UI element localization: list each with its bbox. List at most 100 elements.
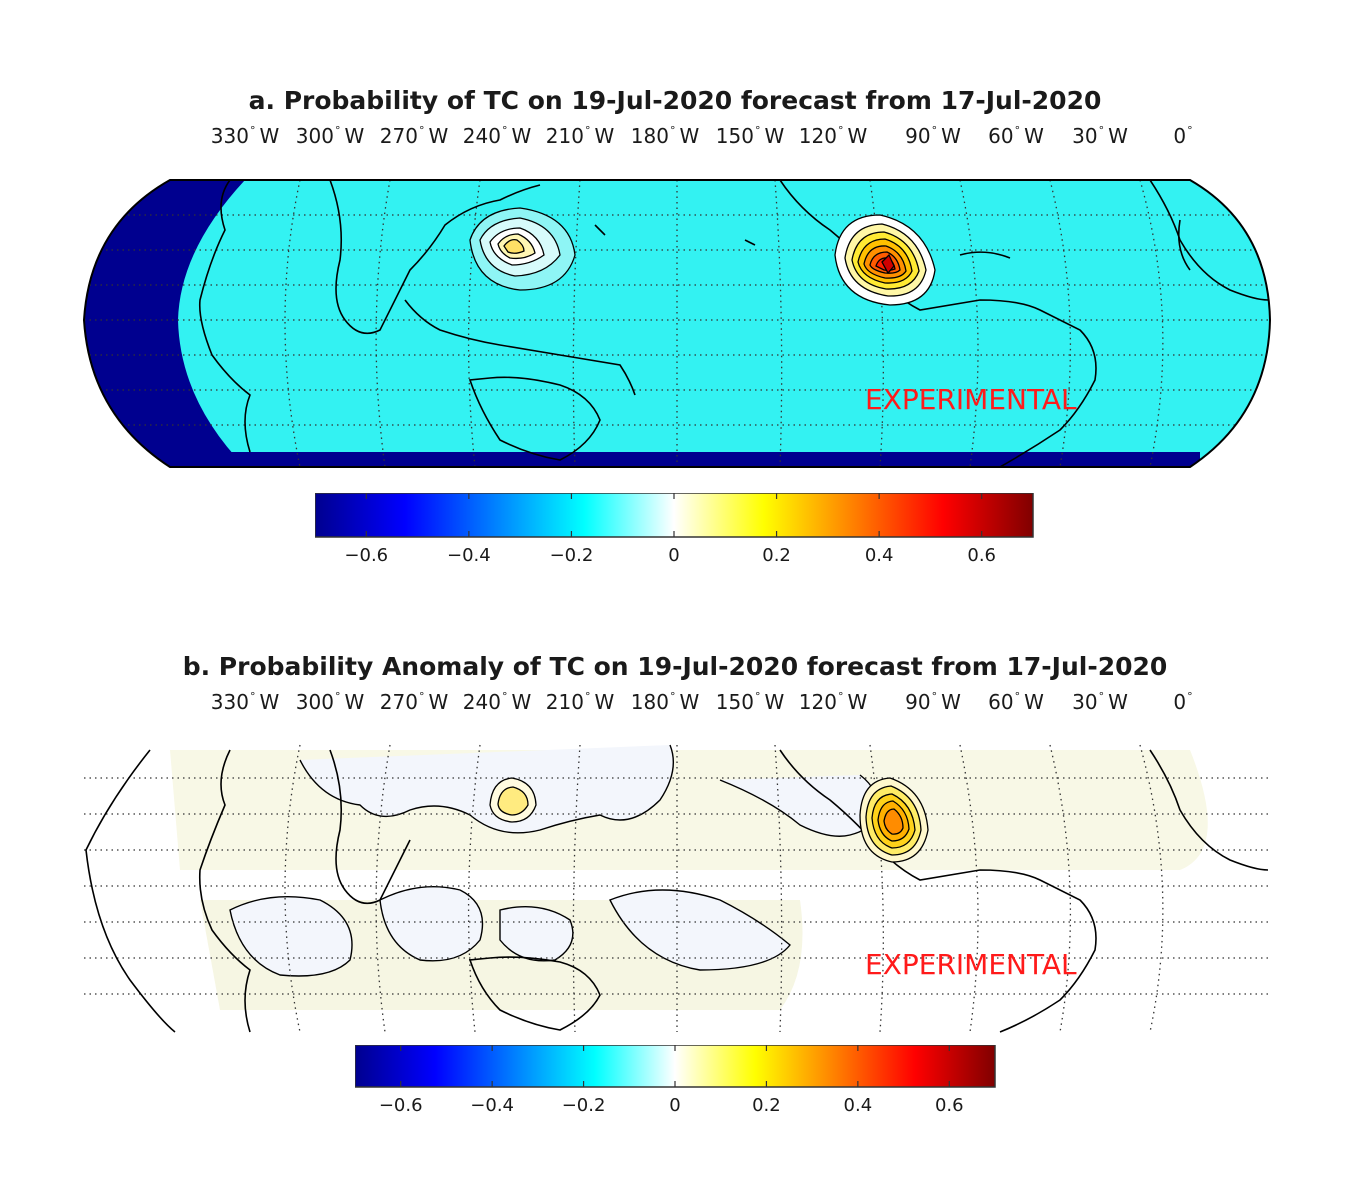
longitude-hemisphere: W <box>259 690 280 714</box>
degree-symbol: ° <box>754 124 761 137</box>
degree-symbol: ° <box>669 690 676 703</box>
longitude-label: 210° W <box>546 690 614 714</box>
panel-b-colorbar-gradient <box>354 1044 996 1088</box>
longitude-hemisphere: W <box>344 690 365 714</box>
colorbar-tick-label: 0.6 <box>934 1095 964 1116</box>
panel-a-colorbar-ticks <box>365 493 983 537</box>
longitude-label: 240° W <box>463 124 531 148</box>
longitude-hemisphere: W <box>594 124 615 148</box>
longitude-value: 0 <box>1173 124 1187 148</box>
longitude-value: 90 <box>905 124 931 148</box>
longitude-hemisphere: W <box>1024 690 1044 714</box>
longitude-label: 120° W <box>799 124 867 148</box>
longitude-hemisphere: W <box>679 124 700 148</box>
panel-b-colorbar-svg <box>354 1044 996 1088</box>
degree-symbol: ° <box>501 690 508 703</box>
longitude-hemisphere: W <box>1108 124 1128 148</box>
longitude-label: 30° W <box>1072 690 1128 714</box>
longitude-label: 120° W <box>799 690 867 714</box>
longitude-hemisphere: W <box>511 690 532 714</box>
panel-a-watermark: EXPERIMENTAL <box>865 383 1077 416</box>
degree-symbol: ° <box>1014 690 1021 703</box>
panel-a-ocean-field <box>84 180 1270 467</box>
longitude-value: 300 <box>295 690 334 714</box>
panel-b-graticule <box>84 744 1270 1033</box>
degree-symbol: ° <box>669 124 676 137</box>
longitude-value: 150 <box>715 690 754 714</box>
degree-symbol: ° <box>584 124 591 137</box>
longitude-value: 300 <box>295 124 334 148</box>
longitude-label: 240° W <box>463 690 531 714</box>
longitude-hemisphere: W <box>941 124 961 148</box>
longitude-hemisphere: W <box>941 690 961 714</box>
longitude-value: 0 <box>1173 690 1187 714</box>
longitude-hemisphere: W <box>594 690 615 714</box>
degree-symbol: ° <box>418 124 425 137</box>
degree-symbol: ° <box>584 690 591 703</box>
longitude-hemisphere: W <box>259 124 280 148</box>
degree-symbol: ° <box>418 690 425 703</box>
panel-b-map: EXPERIMENTAL <box>84 744 1270 1033</box>
longitude-value: 330 <box>210 124 249 148</box>
panel-a-longitude-labels: 330° W 300° W 270° W 240° W 210° W 180° W 150° W 120° W… <box>0 124 1350 154</box>
panel-a-graticule <box>84 180 1270 467</box>
longitude-value: 30 <box>1072 690 1098 714</box>
degree-symbol: ° <box>754 690 761 703</box>
longitude-label: 330° W <box>211 690 279 714</box>
longitude-label: 180° W <box>631 690 699 714</box>
degree-symbol: ° <box>334 690 341 703</box>
degree-symbol: ° <box>931 124 938 137</box>
longitude-label: 300° W <box>296 124 364 148</box>
colorbar-tick-label: −0.2 <box>549 545 594 566</box>
panel-a-map-frame <box>82 179 1272 468</box>
panel-a-title: a. Probability of TC on 19-Jul-2020 fore… <box>248 86 1102 115</box>
degree-symbol: ° <box>837 124 844 137</box>
longitude-hemisphere: W <box>679 690 700 714</box>
degree-symbol: ° <box>1187 124 1193 137</box>
longitude-hemisphere: W <box>1024 124 1044 148</box>
panel-b: b. Probability Anomaly of TC on 19-Jul-2… <box>0 600 1350 1200</box>
panel-a-out-of-range-left <box>84 180 245 467</box>
longitude-label: 90° W <box>905 690 961 714</box>
longitude-label: 210° W <box>546 124 614 148</box>
panel-a-out-of-range-bottom <box>170 452 1200 467</box>
longitude-label: 150° W <box>716 690 784 714</box>
longitude-value: 120 <box>798 690 837 714</box>
colorbar-tick-label: −0.6 <box>344 545 389 566</box>
longitude-value: 210 <box>545 690 584 714</box>
longitude-value: 240 <box>462 690 501 714</box>
longitude-value: 240 <box>462 124 501 148</box>
longitude-hemisphere: W <box>1108 690 1128 714</box>
longitude-value: 270 <box>379 690 418 714</box>
panel-a-contours-epac <box>834 214 936 306</box>
colorbar-tick-label: 0 <box>668 545 680 566</box>
longitude-label: 270° W <box>380 124 448 148</box>
longitude-value: 330 <box>210 690 249 714</box>
longitude-label: 330° W <box>211 124 279 148</box>
degree-symbol: ° <box>1098 690 1105 703</box>
colorbar-tick-label: 0.4 <box>843 1095 873 1116</box>
longitude-value: 60 <box>988 690 1014 714</box>
longitude-label: 60° W <box>988 690 1044 714</box>
colorbar-tick-label: 0.4 <box>864 545 894 566</box>
longitude-hemisphere: W <box>511 124 532 148</box>
panel-a-colorbar: −0.6 −0.4 −0.2 0 0.2 0.4 0.6 <box>314 492 1034 577</box>
longitude-label: 60° W <box>988 124 1044 148</box>
degree-symbol: ° <box>837 690 844 703</box>
longitude-value: 270 <box>379 124 418 148</box>
panel-a-colorbar-svg <box>314 492 1034 538</box>
longitude-label: 150° W <box>716 124 784 148</box>
degree-symbol: ° <box>249 690 256 703</box>
longitude-label: 180° W <box>631 124 699 148</box>
degree-symbol: ° <box>1187 690 1193 703</box>
longitude-hemisphere: W <box>428 124 449 148</box>
panel-b-anomaly-fill <box>170 744 1208 1010</box>
longitude-label: 0° <box>1173 690 1196 714</box>
longitude-hemisphere: W <box>847 124 868 148</box>
panel-b-title: b. Probability Anomaly of TC on 19-Jul-2… <box>182 652 1168 681</box>
longitude-value: 60 <box>988 124 1014 148</box>
longitude-label: 30° W <box>1072 124 1128 148</box>
longitude-hemisphere: W <box>764 124 785 148</box>
longitude-label: 270° W <box>380 690 448 714</box>
panel-a: a. Probability of TC on 19-Jul-2020 fore… <box>0 86 1350 577</box>
